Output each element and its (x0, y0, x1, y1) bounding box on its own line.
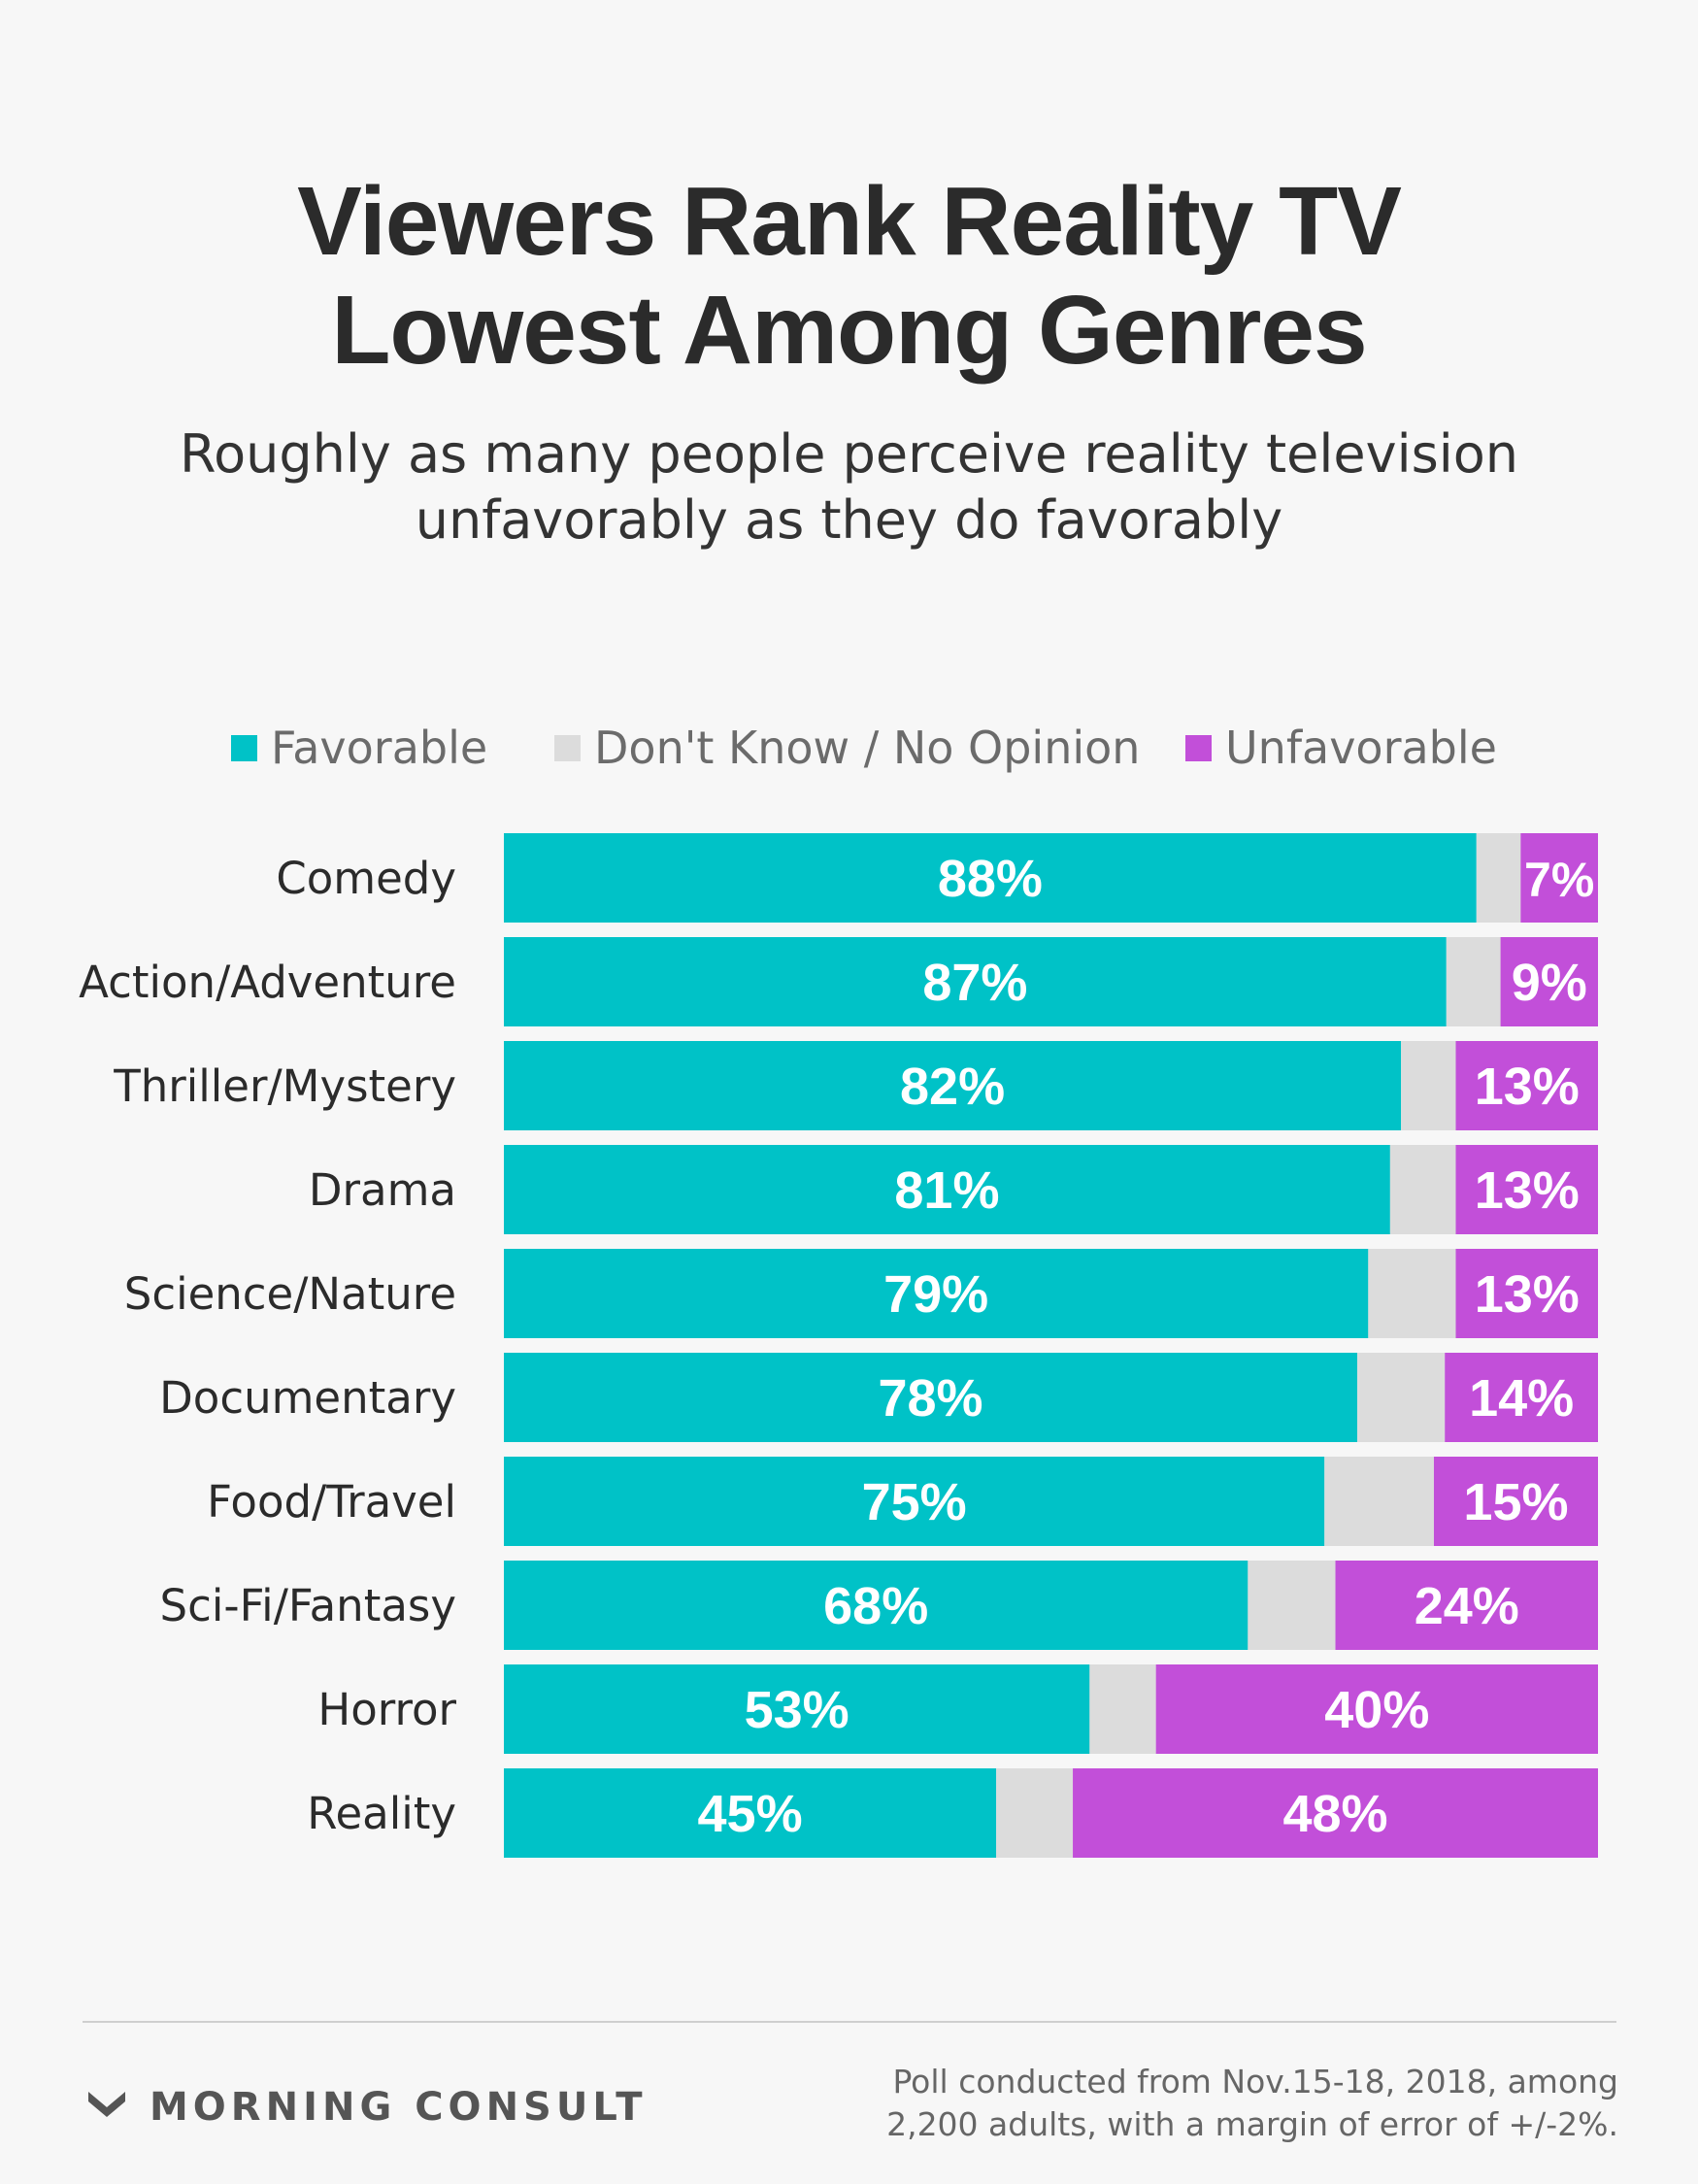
bar-don-t-know-no-opinion-horror (1089, 1664, 1156, 1754)
category-label-science-nature: Science/Nature (124, 1268, 456, 1320)
bar-don-t-know-no-opinion-thriller-mystery (1401, 1041, 1456, 1130)
data-label-favorable-documentary: 78% (878, 1369, 982, 1428)
category-label-horror: Horror (317, 1684, 456, 1735)
data-label-favorable-drama: 81% (894, 1161, 999, 1220)
bar-favorable-thriller-mystery (504, 1041, 1402, 1130)
legend-item-dont-know: Don't Know / No Opinion (554, 719, 1140, 777)
bar-favorable-food-travel (504, 1457, 1325, 1546)
category-label-sci-fi-fantasy: Sci-Fi/Fantasy (160, 1580, 456, 1631)
data-label-favorable-horror: 53% (745, 1681, 849, 1739)
methodology-note-line-1: Poll conducted from Nov.15-18, 2018, amo… (892, 2063, 1618, 2100)
data-label-unfavorable-comedy: 7% (1524, 853, 1594, 907)
methodology-note: Poll conducted from Nov.15-18, 2018, amo… (881, 2061, 1618, 2146)
bar-unfavorable-action-adventure (1500, 937, 1598, 1026)
chart-legend: Favorable Don't Know / No Opinion Unfavo… (0, 719, 1698, 777)
bar-don-t-know-no-opinion-science-nature (1368, 1249, 1456, 1338)
legend-label-unfavorable: Unfavorable (1225, 722, 1497, 774)
category-label-documentary: Documentary (159, 1372, 456, 1424)
data-label-favorable-sci-fi-fantasy: 68% (823, 1577, 928, 1635)
bar-don-t-know-no-opinion-sci-fi-fantasy (1248, 1561, 1336, 1650)
category-label-drama: Drama (309, 1164, 456, 1216)
bar-unfavorable-food-travel (1433, 1457, 1598, 1546)
brand-name: MORNING CONSULT (150, 2085, 648, 2130)
bar-unfavorable-documentary (1445, 1353, 1598, 1442)
data-label-unfavorable-sci-fi-fantasy: 24% (1415, 1577, 1519, 1635)
bar-unfavorable-horror (1155, 1664, 1598, 1754)
bar-unfavorable-comedy (1520, 833, 1598, 923)
legend-item-favorable: Favorable (231, 719, 487, 777)
data-label-unfavorable-thriller-mystery: 13% (1475, 1058, 1580, 1116)
bar-don-t-know-no-opinion-documentary (1357, 1353, 1446, 1442)
data-label-unfavorable-reality: 48% (1282, 1785, 1387, 1843)
bar-unfavorable-reality (1073, 1768, 1598, 1858)
data-label-favorable-food-travel: 75% (862, 1473, 967, 1531)
bar-don-t-know-no-opinion-food-travel (1324, 1457, 1434, 1546)
category-label-action-adventure: Action/Adventure (79, 957, 456, 1008)
legend-swatch-dont-know (554, 734, 581, 761)
legend-swatch-unfavorable (1185, 734, 1212, 761)
bar-unfavorable-science-nature (1455, 1249, 1598, 1338)
footer-divider (83, 2021, 1616, 2023)
chart-title-line-2: Lowest Among Genres (331, 276, 1367, 385)
bar-unfavorable-sci-fi-fantasy (1335, 1561, 1598, 1650)
legend-item-unfavorable: Unfavorable (1185, 719, 1497, 777)
data-label-unfavorable-science-nature: 13% (1475, 1265, 1580, 1324)
bar-favorable-reality (504, 1768, 997, 1858)
chart-title-line-1: Viewers Rank Reality TV (297, 167, 1402, 276)
bar-favorable-action-adventure (504, 937, 1447, 1026)
data-label-favorable-thriller-mystery: 82% (900, 1058, 1005, 1116)
bar-don-t-know-no-opinion-action-adventure (1446, 937, 1501, 1026)
legend-swatch-favorable (231, 734, 257, 761)
data-label-favorable-comedy: 88% (938, 850, 1043, 908)
data-label-unfavorable-drama: 13% (1475, 1161, 1580, 1220)
data-label-unfavorable-documentary: 14% (1469, 1369, 1574, 1428)
bar-don-t-know-no-opinion-comedy (1476, 833, 1521, 923)
chart-title: Viewers Rank Reality TV Lowest Among Gen… (0, 167, 1698, 385)
category-label-reality: Reality (307, 1788, 456, 1839)
bar-favorable-horror (504, 1664, 1090, 1754)
bar-don-t-know-no-opinion-drama (1389, 1145, 1456, 1234)
stacked-bar-chart: Comedy 88% 7% Action/Adventure 87% 9% Thriller… (79, 833, 1598, 1858)
methodology-note-line-2: 2,200 adults, with a margin of error of … (886, 2105, 1618, 2143)
bar-favorable-comedy (504, 833, 1477, 923)
bar-unfavorable-drama (1455, 1145, 1598, 1234)
legend-label-dont-know: Don't Know / No Opinion (594, 722, 1141, 774)
bar-unfavorable-thriller-mystery (1455, 1041, 1598, 1130)
bar-favorable-science-nature (504, 1249, 1369, 1338)
chart-subtitle: Roughly as many people perceive reality … (0, 421, 1698, 554)
bar-don-t-know-no-opinion-reality (996, 1768, 1074, 1858)
data-label-favorable-reality: 45% (698, 1785, 803, 1843)
morning-consult-logo-icon (88, 2092, 125, 2117)
category-label-thriller-mystery: Thriller/Mystery (113, 1060, 456, 1112)
bar-favorable-drama (504, 1145, 1390, 1234)
data-label-unfavorable-food-travel: 15% (1463, 1473, 1568, 1531)
chart-subtitle-line-1: Roughly as many people perceive reality … (179, 423, 1518, 485)
bar-favorable-sci-fi-fantasy (504, 1561, 1249, 1650)
data-label-favorable-action-adventure: 87% (922, 954, 1027, 1012)
data-label-unfavorable-horror: 40% (1324, 1681, 1429, 1739)
legend-label-favorable: Favorable (271, 722, 488, 774)
data-label-unfavorable-action-adventure: 9% (1512, 954, 1587, 1012)
data-label-favorable-science-nature: 79% (883, 1265, 988, 1324)
category-label-comedy: Comedy (276, 853, 456, 904)
bar-favorable-documentary (504, 1353, 1358, 1442)
category-label-food-travel: Food/Travel (207, 1476, 456, 1528)
chart-subtitle-line-2: unfavorably as they do favorably (415, 489, 1283, 551)
brand-logo: MORNING CONSULT (85, 2078, 647, 2136)
